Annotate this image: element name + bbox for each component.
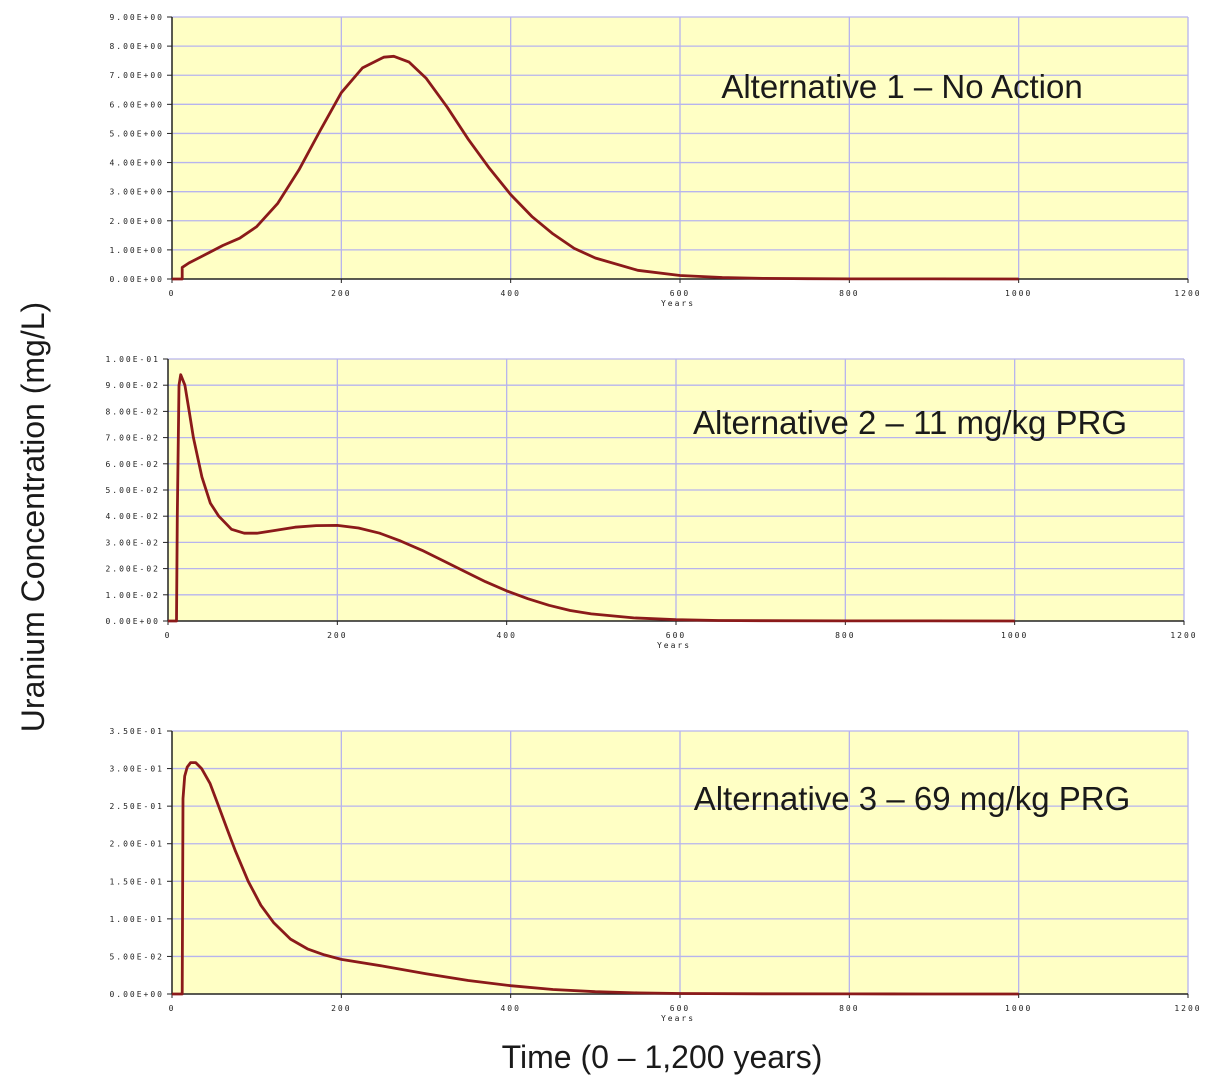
y-tick-label: 2.00E-02 <box>105 565 160 574</box>
series-line <box>168 373 1015 623</box>
y-tick-label: 3.50E-01 <box>109 727 164 736</box>
x-tick-label: 800 <box>839 289 859 298</box>
y-tick-label: 2.00E-01 <box>109 840 164 849</box>
scenario-annotation: Alternative 2 – 11 mg/kg PRG <box>693 404 1127 441</box>
y-tick-label: 2.50E-01 <box>109 802 164 811</box>
x-tick-label: 200 <box>331 289 351 298</box>
y-tick-label: 0.00E+00 <box>105 617 160 626</box>
x-axis-label: Years <box>661 1014 695 1023</box>
x-tick-label: 600 <box>666 631 686 640</box>
x-tick-label: 0 <box>169 289 176 298</box>
y-tick-label: 5.00E+00 <box>109 129 164 138</box>
y-tick-label: 1.00E+00 <box>109 246 164 255</box>
x-tick-label: 400 <box>500 289 520 298</box>
series-line <box>172 761 1019 996</box>
y-tick-label: 1.00E-01 <box>105 355 160 364</box>
panel-alternative-2: 0.00E+00 1.00E-02 2.00E-02 3.00E-02 4.00E-02… <box>105 355 1197 650</box>
y-tick-label: 6.00E+00 <box>109 100 164 109</box>
y-tick-label: 4.00E+00 <box>109 159 164 168</box>
y-tick-label: 1.00E-02 <box>105 591 160 600</box>
y-tick-label: 3.00E-01 <box>109 765 164 774</box>
y-tick-label: 5.00E-02 <box>109 952 164 961</box>
y-tick-label: 7.00E-02 <box>105 434 160 443</box>
panel-alternative-1: 0.00E+00 1.00E+00 2.00E+00 3.00E+00 4.00E+00… <box>109 13 1201 308</box>
x-tick-label: 200 <box>331 1004 351 1013</box>
panel-alternative-3: 0.00E+00 5.00E-02 1.00E-01 1.50E-01 2.00E-01… <box>109 727 1201 1023</box>
x-tick-label: 200 <box>327 631 347 640</box>
x-tick-label: 800 <box>839 1004 859 1013</box>
y-tick-label: 1.50E-01 <box>109 877 164 886</box>
y-tick-label: 0.00E+00 <box>109 275 164 284</box>
x-tick-label: 1000 <box>1001 631 1028 640</box>
x-axis-title: Time (0 – 1,200 years) <box>502 1039 823 1075</box>
x-tick-label: 0 <box>165 631 172 640</box>
x-axis-label: Years <box>661 299 695 308</box>
y-tick-label: 9.00E-02 <box>105 381 160 390</box>
x-tick-label: 400 <box>496 631 516 640</box>
x-tick-label: 1200 <box>1174 1004 1201 1013</box>
y-tick-label: 8.00E+00 <box>109 42 164 51</box>
y-tick-label: 0.00E+00 <box>109 990 164 999</box>
y-tick-label: 9.00E+00 <box>109 13 164 22</box>
y-tick-label: 2.00E+00 <box>109 217 164 226</box>
y-axis-title: Uranium Concentration (mg/L) <box>15 302 51 732</box>
x-tick-label: 1000 <box>1005 1004 1032 1013</box>
series-line <box>172 54 1019 281</box>
x-tick-label: 1000 <box>1005 289 1032 298</box>
scenario-annotation: Alternative 1 – No Action <box>721 68 1082 105</box>
x-tick-label: 0 <box>169 1004 176 1013</box>
y-tick-label: 7.00E+00 <box>109 71 164 80</box>
x-tick-label: 1200 <box>1170 631 1197 640</box>
y-tick-label: 5.00E-02 <box>105 486 160 495</box>
y-tick-label: 3.00E-02 <box>105 538 160 547</box>
y-tick-label: 4.00E-02 <box>105 512 160 521</box>
y-tick-label: 3.00E+00 <box>109 188 164 197</box>
y-tick-label: 6.00E-02 <box>105 460 160 469</box>
x-axis-label: Years <box>657 641 691 650</box>
y-tick-label: 1.00E-01 <box>109 915 164 924</box>
x-tick-label: 800 <box>835 631 855 640</box>
y-tick-label: 8.00E-02 <box>105 407 160 416</box>
x-tick-label: 1200 <box>1174 289 1201 298</box>
x-tick-label: 600 <box>670 1004 690 1013</box>
x-tick-label: 600 <box>670 289 690 298</box>
x-tick-label: 400 <box>500 1004 520 1013</box>
scenario-annotation: Alternative 3 – 69 mg/kg PRG <box>694 780 1131 817</box>
